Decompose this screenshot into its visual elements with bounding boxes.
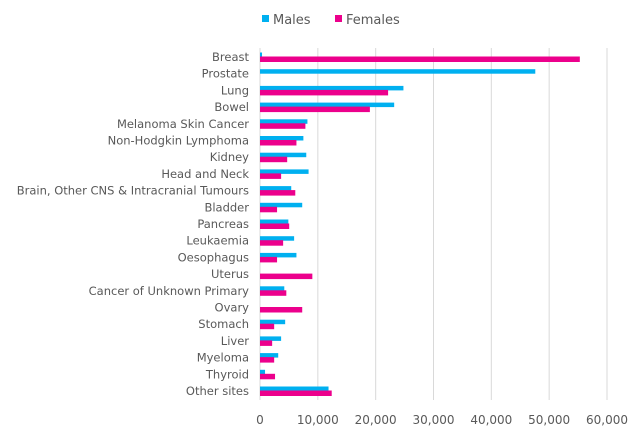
category-label: Pancreas bbox=[197, 217, 249, 231]
bar-males bbox=[260, 286, 285, 291]
bar-females bbox=[260, 273, 313, 280]
bar-females bbox=[260, 357, 275, 363]
legend-swatch-males bbox=[262, 15, 269, 22]
bar-females bbox=[260, 156, 288, 163]
bar-females bbox=[260, 256, 278, 263]
bar-females bbox=[260, 140, 297, 146]
category-label: Bowel bbox=[214, 100, 249, 114]
bar-males bbox=[260, 353, 279, 358]
category-label: Melanoma Skin Cancer bbox=[117, 117, 249, 131]
legend-label: Males bbox=[273, 13, 311, 28]
bar-females bbox=[260, 123, 306, 129]
bar-females bbox=[260, 89, 389, 96]
bar-males bbox=[260, 186, 292, 191]
legend: Males Females bbox=[262, 13, 400, 28]
category-label: Thyroid bbox=[205, 367, 249, 381]
bar-females bbox=[260, 56, 580, 62]
bar-males bbox=[260, 219, 289, 224]
bar-females bbox=[260, 240, 284, 246]
x-tick-labels: 0 10,000 20,000 30,000 40,000 50,000 60,000 bbox=[256, 413, 628, 427]
bar-males bbox=[260, 102, 395, 108]
bar-males bbox=[260, 69, 536, 74]
bar-males bbox=[260, 119, 308, 124]
bar-males bbox=[260, 319, 286, 325]
bar-females bbox=[260, 106, 370, 113]
bar-males bbox=[260, 252, 297, 258]
bar-females bbox=[260, 173, 282, 179]
category-label: Oesophagus bbox=[178, 250, 249, 264]
legend-label: Females bbox=[346, 13, 400, 28]
x-tick-label: 20,000 bbox=[355, 413, 397, 427]
category-label: Leukaemia bbox=[186, 234, 249, 248]
bar-males bbox=[260, 236, 295, 241]
bar-males bbox=[260, 336, 282, 341]
bar-males bbox=[260, 52, 263, 57]
category-label: Prostate bbox=[202, 67, 249, 81]
x-tick-label: 30,000 bbox=[413, 413, 455, 427]
bar-females bbox=[260, 307, 303, 313]
category-label: Bladder bbox=[204, 200, 249, 214]
category-label: Liver bbox=[221, 334, 249, 348]
category-label: Ovary bbox=[215, 301, 250, 315]
x-tick-label: 50,000 bbox=[528, 413, 570, 427]
category-label: Lung bbox=[221, 83, 249, 97]
bar-males bbox=[260, 136, 304, 141]
gridlines bbox=[259, 48, 608, 400]
category-label: Head and Neck bbox=[161, 167, 249, 181]
category-label: Breast bbox=[212, 50, 249, 64]
x-tick-label: 40,000 bbox=[470, 413, 512, 427]
category-label: Uterus bbox=[211, 267, 249, 281]
bar-females bbox=[260, 206, 278, 213]
x-tick-label: 0 bbox=[256, 413, 264, 427]
bar-females bbox=[260, 340, 273, 346]
bar-females bbox=[260, 290, 287, 296]
x-tick-label: 60,000 bbox=[586, 413, 628, 427]
bar-females bbox=[260, 323, 275, 330]
category-label: Stomach bbox=[198, 317, 249, 331]
bar-females bbox=[260, 373, 276, 380]
category-label: Other sites bbox=[186, 384, 249, 398]
bar-males bbox=[260, 369, 266, 375]
bar-females bbox=[260, 223, 290, 229]
legend-swatch-females bbox=[335, 15, 342, 22]
category-label: Brain, Other CNS & Intracranial Tumours bbox=[17, 184, 249, 198]
bar-females bbox=[260, 190, 296, 196]
category-label: Kidney bbox=[210, 150, 249, 164]
bar-males bbox=[260, 169, 309, 174]
bars bbox=[260, 52, 580, 396]
bar-males bbox=[260, 152, 307, 158]
category-label: Non-Hodgkin Lymphoma bbox=[108, 134, 249, 148]
bar-females bbox=[260, 390, 332, 396]
category-label: Myeloma bbox=[197, 351, 249, 365]
bar-males bbox=[260, 386, 329, 391]
bar-males bbox=[260, 85, 404, 91]
x-tick-label: 10,000 bbox=[297, 413, 339, 427]
bar-males bbox=[260, 202, 303, 208]
category-labels: Breast Prostate Lung Bowel Melanoma Skin Can… bbox=[17, 50, 250, 398]
category-label: Cancer of Unknown Primary bbox=[89, 284, 250, 298]
